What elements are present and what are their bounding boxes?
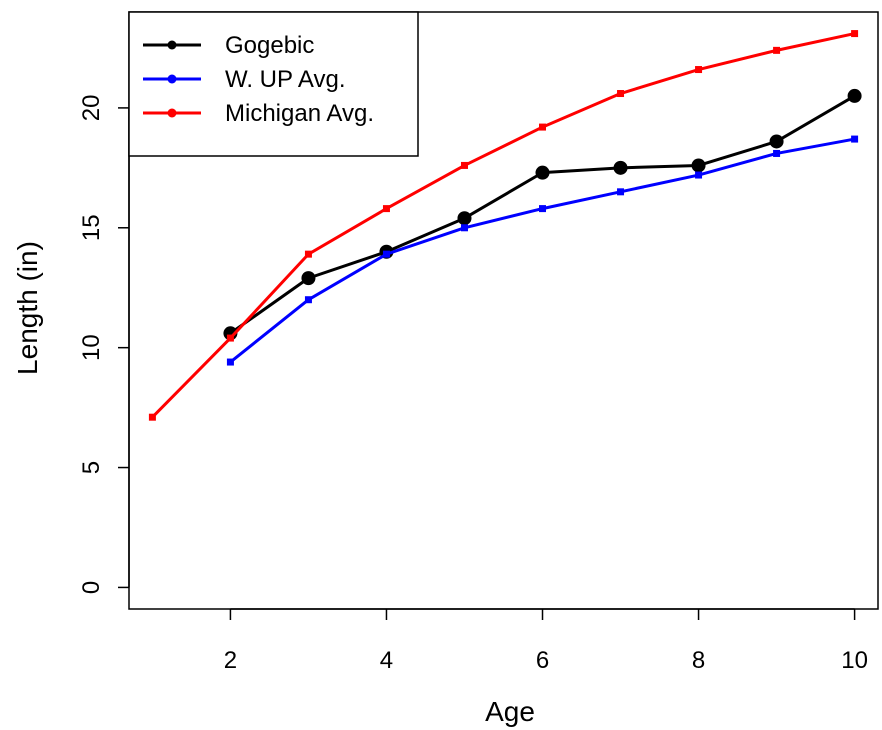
legend-label: Gogebic (225, 32, 314, 59)
series-line (151, 32, 855, 419)
legend-swatch-marker (167, 108, 177, 118)
data-point (851, 135, 859, 143)
y-tick-label: 5 (78, 461, 105, 474)
data-point (769, 134, 784, 149)
legend-swatch-marker (167, 74, 177, 84)
data-point (695, 66, 703, 74)
data-point (460, 224, 468, 232)
data-point (535, 165, 550, 180)
x-tick-label: 6 (536, 647, 549, 674)
y-tick-label: 20 (78, 95, 105, 122)
legend: Gogebic W. UP Avg. Michigan Avg. (128, 11, 419, 157)
legend-swatch-marker (167, 40, 177, 50)
data-point (382, 205, 390, 213)
legend-item: Gogebic (143, 32, 314, 59)
y-tick-label: 15 (78, 214, 105, 241)
y-tick-label: 10 (78, 334, 105, 361)
series-2 (148, 30, 859, 421)
data-point (773, 149, 781, 157)
x-axis-title: Age (485, 696, 535, 727)
series-1 (226, 135, 859, 366)
data-point (539, 205, 547, 213)
series-0 (223, 88, 862, 341)
x-tick-label: 2 (224, 647, 237, 674)
data-point (148, 413, 156, 421)
legend-label: W. UP Avg. (225, 66, 346, 93)
data-point (226, 358, 234, 366)
y-tick-label: 0 (78, 581, 105, 594)
x-tick-label: 4 (380, 647, 393, 674)
x-tick-label: 10 (841, 647, 868, 674)
legend-box (128, 11, 419, 157)
y-axis-title: Length (in) (12, 241, 43, 375)
data-point (613, 160, 628, 175)
legend-item: W. UP Avg. (143, 66, 346, 93)
data-point (617, 90, 625, 98)
x-tick-label: 8 (692, 647, 705, 674)
series-layer (148, 30, 862, 421)
data-point (304, 296, 312, 304)
y-axis: 0 5 10 15 20 (78, 95, 130, 594)
data-point (304, 250, 312, 258)
data-point (695, 171, 703, 179)
data-point (457, 211, 472, 226)
data-point (226, 334, 234, 342)
data-point (851, 30, 859, 38)
data-point (460, 161, 468, 169)
data-point (847, 88, 862, 103)
data-point (382, 250, 390, 258)
legend-item: Michigan Avg. (143, 100, 374, 127)
data-point (773, 46, 781, 54)
data-point (539, 123, 547, 131)
data-point (617, 188, 625, 196)
data-point (691, 158, 706, 173)
x-axis: 2 4 6 8 10 (224, 608, 868, 674)
data-point (301, 271, 316, 286)
legend-label: Michigan Avg. (225, 100, 374, 127)
